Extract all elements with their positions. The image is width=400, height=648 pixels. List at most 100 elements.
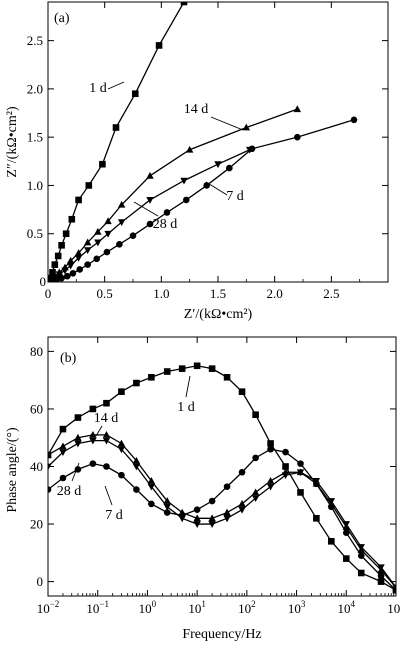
x-tick-label: 103 (288, 599, 306, 616)
data-point (377, 564, 385, 572)
x-tick-label: 101 (188, 599, 206, 616)
x-tick-label: 0.5 (97, 286, 113, 301)
y-tick-label: 0.5 (27, 226, 43, 241)
data-point (193, 362, 201, 370)
data-point (297, 460, 304, 467)
data-point (327, 498, 336, 505)
data-point (208, 514, 216, 522)
data-point (342, 521, 350, 528)
y-axis-label: Phase angle/(°) (5, 427, 20, 513)
data-point (147, 476, 156, 484)
series-annotation: 7 d (105, 508, 123, 523)
x-tick-label: 100 (139, 599, 157, 616)
panel-label: (a) (54, 11, 70, 26)
data-point (102, 437, 111, 445)
data-point (238, 468, 246, 476)
data-point (117, 439, 126, 447)
series-14d (48, 105, 302, 282)
data-point (68, 215, 76, 223)
panel-label: (b) (60, 351, 77, 366)
data-point (267, 445, 274, 453)
series-annotation: 28 d (57, 484, 82, 499)
series-annotation: 14 d (184, 102, 209, 117)
x-tick-label: 1.5 (210, 286, 226, 301)
annotation-leader (104, 485, 113, 506)
data-point (93, 255, 101, 263)
data-point (328, 538, 335, 545)
data-point (104, 230, 112, 238)
series-1d (48, 362, 396, 594)
data-point (357, 552, 365, 560)
data-point (357, 544, 365, 551)
data-point (83, 247, 92, 255)
x-tick-label: 0 (45, 286, 52, 301)
data-point (203, 182, 210, 189)
data-point (89, 405, 97, 413)
data-point (294, 133, 301, 141)
y-tick-label: 1.5 (27, 130, 43, 145)
x-tick-label: 2.5 (323, 286, 339, 301)
data-point (313, 480, 320, 488)
data-point (117, 200, 126, 208)
x-tick-label: 2.0 (267, 286, 283, 301)
data-point (180, 2, 188, 6)
data-point (48, 463, 52, 471)
data-point (74, 433, 82, 441)
data-point (89, 437, 97, 445)
series-line (48, 108, 298, 282)
data-point (193, 521, 201, 528)
data-point (84, 261, 91, 268)
data-point (342, 555, 350, 562)
series-line (48, 434, 396, 588)
data-point (226, 164, 233, 172)
data-point (180, 177, 188, 185)
data-point (163, 509, 171, 516)
data-point (223, 373, 231, 381)
series-annotation: 28 d (153, 217, 178, 232)
data-point (208, 521, 216, 528)
data-point (208, 497, 216, 505)
data-point (146, 197, 154, 204)
data-point (155, 42, 163, 49)
y-tick-label: 0 (37, 574, 44, 589)
data-point (163, 368, 171, 375)
y-tick-label: 80 (30, 344, 43, 359)
data-point (328, 503, 335, 511)
data-point (66, 256, 75, 264)
data-point (118, 388, 125, 395)
data-point (59, 442, 67, 450)
data-point (103, 248, 111, 256)
data-point (252, 411, 259, 418)
data-point (223, 515, 231, 523)
data-point (49, 269, 56, 276)
data-point (58, 242, 65, 249)
data-point (185, 145, 194, 153)
data-point (75, 196, 82, 204)
data-point (74, 440, 82, 448)
data-point (62, 230, 70, 238)
x-tick-label: 104 (338, 599, 356, 616)
data-point (296, 469, 305, 477)
data-point (182, 196, 190, 204)
data-point (94, 227, 102, 235)
data-point (214, 161, 222, 169)
x-tick-label: 105 (387, 599, 400, 616)
data-point (76, 266, 84, 273)
data-point (66, 262, 75, 270)
x-axis-label: Z′/(kΩ•cm²) (184, 307, 253, 322)
data-point (163, 497, 171, 504)
series-line (49, 2, 185, 279)
data-point (266, 476, 275, 484)
data-point (74, 249, 83, 256)
data-point (69, 270, 77, 277)
data-point (48, 451, 52, 458)
data-point (392, 586, 396, 594)
series-7d (48, 146, 254, 282)
data-point (146, 220, 154, 228)
y-tick-label: 2.5 (27, 33, 43, 48)
data-point (129, 232, 137, 239)
data-point (63, 272, 71, 280)
data-point (118, 471, 125, 479)
data-point (377, 578, 385, 585)
data-point (59, 449, 67, 457)
